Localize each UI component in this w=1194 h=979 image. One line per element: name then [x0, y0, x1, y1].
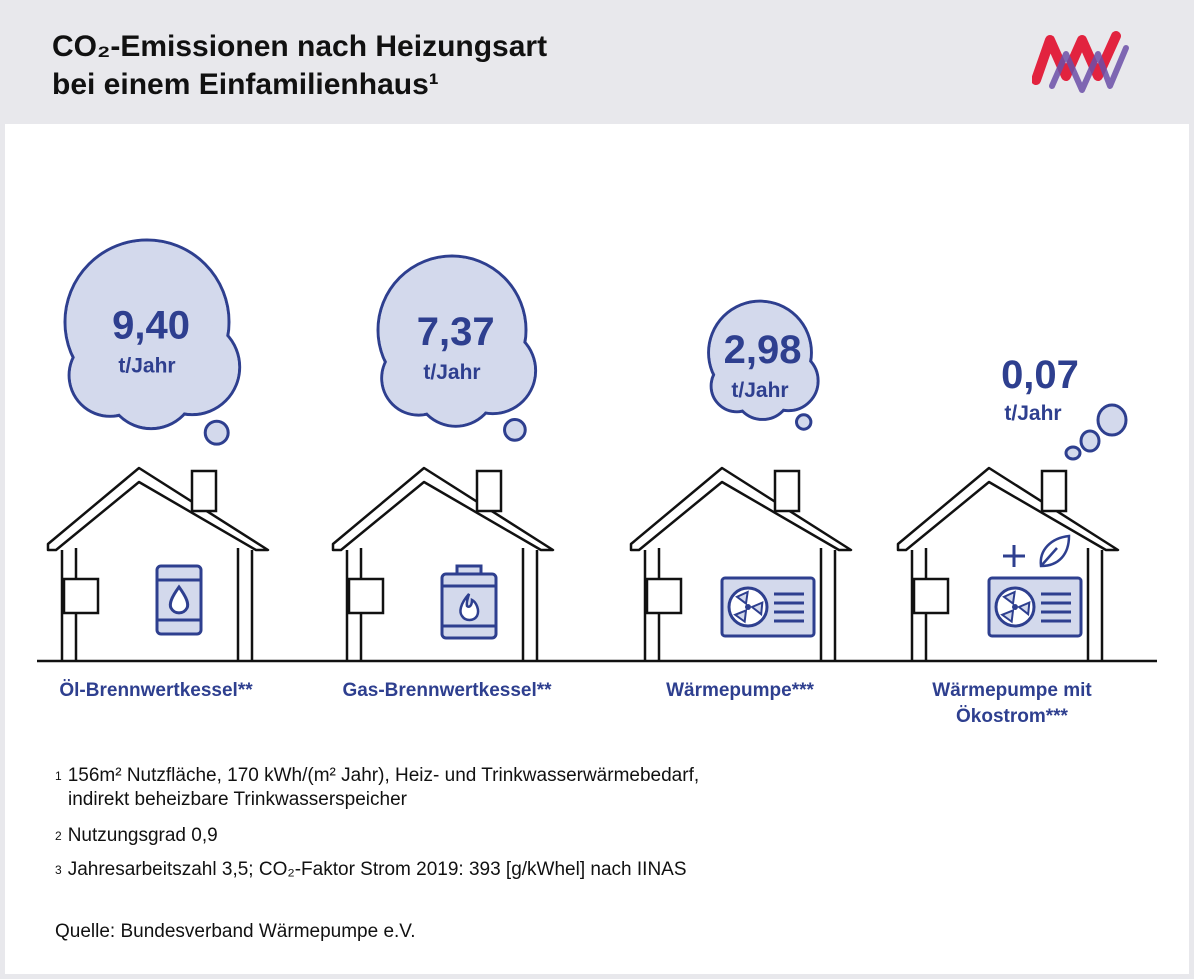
footnote-mark: 1	[55, 769, 62, 783]
content-panel: 9,40 t/Jahr Öl-Brennwertkessel** 7,37 t/Jahr…	[5, 124, 1189, 974]
category-label: Öl-Brennwertkessel**	[59, 680, 253, 701]
title-line-2: bei einem Einfamilienhaus¹	[52, 68, 439, 101]
category-label: Wärmepumpe mit	[932, 680, 1092, 701]
heat-pump-eco-icon	[987, 534, 1083, 638]
footnote-text: Nutzungsgrad 0,9	[67, 825, 218, 846]
house-roof	[896, 466, 1120, 552]
house-walls	[345, 550, 539, 661]
chimney	[475, 469, 503, 513]
house-window	[912, 577, 950, 615]
category-label: Gas-Brennwertkessel**	[342, 680, 552, 701]
footnote-mark: 2	[55, 829, 62, 843]
chimney	[190, 469, 218, 513]
unit-label: t/Jahr	[1004, 402, 1061, 425]
emissions-chart: 9,40 t/Jahr Öl-Brennwertkessel** 7,37 t/Jahr…	[37, 238, 1157, 727]
source-note: Quelle: Bundesverband Wärmepumpe e.V.	[55, 921, 416, 942]
emission-cloud	[376, 254, 538, 442]
house-window	[347, 577, 385, 615]
footnote-text: indirekt beheizbare Trinkwasserspeicher	[68, 789, 407, 810]
title-line-1: CO₂-Emissionen nach Heizungsart	[52, 30, 548, 63]
category-label: Wärmepumpe***	[666, 680, 814, 701]
house-walls	[60, 550, 254, 661]
chimney	[773, 469, 801, 513]
house-roof	[46, 466, 270, 552]
value-label: 9,40	[112, 303, 190, 347]
value-label: 2,98	[724, 328, 802, 372]
house-window	[645, 577, 683, 615]
footnote: 3 Jahresarbeitszahl 3,5; CO₂-Faktor Strom…	[55, 858, 687, 882]
house-window	[62, 577, 100, 615]
house-group: 7,37 t/Jahr	[331, 254, 555, 661]
house-group: 0,07 t/Jahr	[896, 353, 1128, 661]
emission-cloud	[707, 299, 820, 431]
footnote: 2 Nutzungsgrad 0,9	[55, 824, 218, 848]
page-title: CO₂-Emissionen nach Heizungsart bei eine…	[52, 28, 547, 104]
gas-boiler-icon	[440, 564, 498, 640]
house-walls	[910, 550, 1104, 661]
value-label: 0,07	[1001, 353, 1079, 397]
category-label: Ökostrom***	[956, 706, 1069, 727]
footnote-text: 156m² Nutzfläche, 170 kWh/(m² Jahr), Hei…	[67, 765, 700, 786]
heat-pump-icon	[720, 576, 816, 638]
house-group: 2,98 t/Jahr	[629, 299, 853, 661]
unit-label: t/Jahr	[423, 361, 480, 384]
oil-barrel-icon	[155, 564, 203, 636]
unit-label: t/Jahr	[731, 379, 788, 402]
emission-cloud	[1064, 403, 1128, 461]
mvv-logo	[1032, 31, 1129, 93]
house-roof	[629, 466, 853, 552]
house-roof	[331, 466, 555, 552]
value-label: 7,37	[417, 310, 495, 354]
house-walls	[643, 550, 837, 661]
header: CO₂-Emissionen nach Heizungsart bei eine…	[0, 0, 1194, 124]
footnote-text: Jahresarbeitszahl 3,5; CO₂-Faktor Strom …	[67, 859, 687, 880]
footnote: 1 156m² Nutzfläche, 170 kWh/(m² Jahr), He…	[55, 764, 699, 812]
unit-label: t/Jahr	[118, 354, 175, 377]
chimney	[1040, 469, 1068, 513]
house-group: 9,40 t/Jahr	[46, 238, 270, 661]
emission-cloud	[63, 238, 242, 446]
footnote-mark: 3	[55, 863, 62, 877]
